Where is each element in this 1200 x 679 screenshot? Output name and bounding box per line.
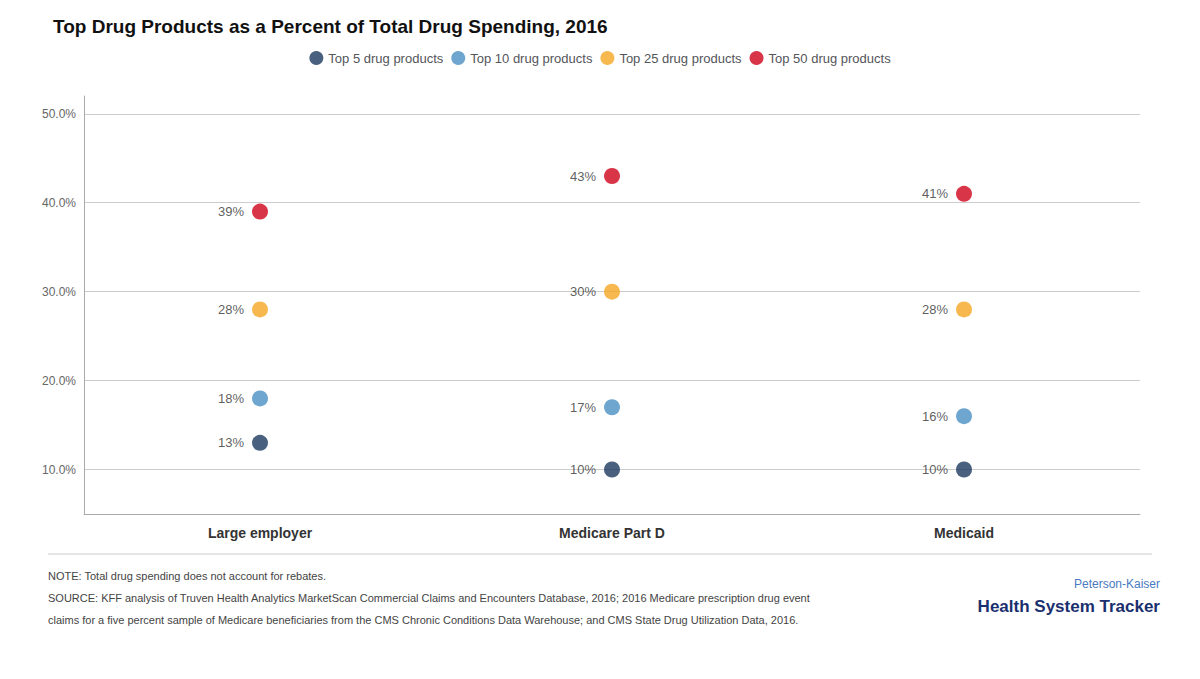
svg-text:16%: 16% — [922, 409, 948, 424]
svg-text:Top Drug Products as a Percent: Top Drug Products as a Percent of Total … — [53, 16, 608, 37]
svg-text:30.0%: 30.0% — [42, 285, 76, 299]
svg-text:50.0%: 50.0% — [42, 107, 76, 121]
svg-text:Medicaid: Medicaid — [934, 525, 994, 541]
svg-text:claims for a five percent samp: claims for a five percent sample of Medi… — [48, 614, 798, 626]
svg-text:41%: 41% — [922, 186, 948, 201]
svg-text:10%: 10% — [922, 462, 948, 477]
svg-text:28%: 28% — [922, 302, 948, 317]
svg-text:17%: 17% — [570, 400, 596, 415]
svg-text:SOURCE: KFF analysis of Truven: SOURCE: KFF analysis of Truven Health An… — [48, 592, 810, 604]
svg-text:13%: 13% — [218, 435, 244, 450]
svg-text:Large employer: Large employer — [208, 525, 313, 541]
svg-text:28%: 28% — [218, 302, 244, 317]
svg-text:40.0%: 40.0% — [42, 196, 76, 210]
svg-text:Peterson-Kaiser: Peterson-Kaiser — [1074, 577, 1160, 591]
svg-text:20.0%: 20.0% — [42, 374, 76, 388]
svg-text:Medicare Part D: Medicare Part D — [559, 525, 665, 541]
svg-text:Top 5 drug products: Top 5 drug products — [328, 51, 443, 66]
svg-text:39%: 39% — [218, 204, 244, 219]
svg-text:30%: 30% — [570, 284, 596, 299]
svg-text:10%: 10% — [570, 462, 596, 477]
svg-text:NOTE: Total drug spending does: NOTE: Total drug spending does not accou… — [48, 570, 326, 582]
svg-text:Top 10 drug products: Top 10 drug products — [470, 51, 593, 66]
svg-text:10.0%: 10.0% — [42, 463, 76, 477]
svg-text:Top 25 drug products: Top 25 drug products — [619, 51, 742, 66]
svg-text:Health System Tracker: Health System Tracker — [978, 597, 1161, 616]
svg-text:43%: 43% — [570, 169, 596, 184]
svg-text:18%: 18% — [218, 391, 244, 406]
svg-text:Top 50 drug products: Top 50 drug products — [769, 51, 892, 66]
